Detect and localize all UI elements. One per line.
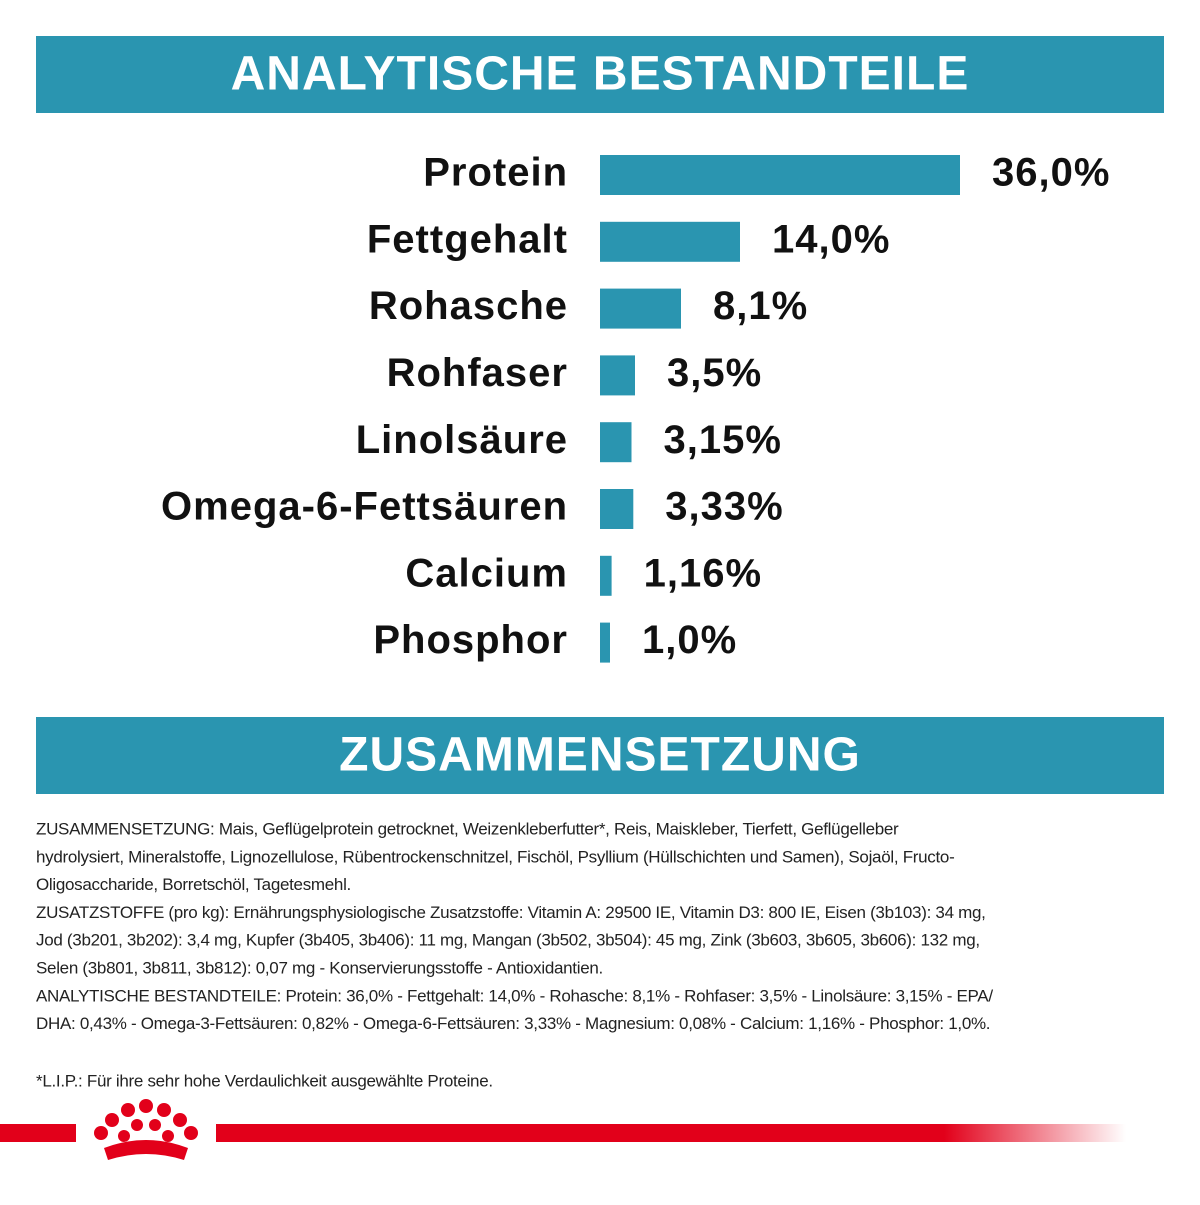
value-label: 3,15% — [664, 418, 782, 462]
header-bar — [36, 36, 1164, 113]
text-line: ANALYTISCHE BESTANDTEILE: Protein: 36,0%… — [36, 986, 993, 1005]
bar — [600, 221, 740, 262]
value-label: 3,33% — [665, 485, 783, 529]
category-label: Phosphor — [373, 618, 568, 662]
footnote: *L.I.P.: Für ihre sehr hohe Verdaulichke… — [36, 1071, 493, 1090]
value-label: 1,16% — [644, 551, 762, 595]
bar — [600, 555, 612, 596]
bar — [600, 155, 960, 195]
category-label: Omega-6-Fettsäuren — [161, 485, 568, 529]
text-line: ZUSATZSTOFFE (pro kg): Ernährungsphysiol… — [36, 903, 986, 922]
bar — [600, 288, 681, 329]
value-label: 14,0% — [772, 217, 890, 261]
bar — [600, 489, 634, 529]
category-label: Calcium — [405, 551, 568, 595]
text-line: ZUSAMMENSETZUNG: Mais, Geflügelprotein g… — [36, 819, 899, 838]
text-line: Oligosaccharide, Borretschöl, Tagetesmeh… — [36, 875, 351, 894]
section-title: ZUSAMMENSETZUNG — [339, 729, 861, 782]
bar — [600, 422, 632, 463]
text-line: Selen (3b801, 3b811, 3b812): 0,07 mg - K… — [36, 958, 603, 977]
category-label: Linolsäure — [356, 418, 568, 462]
brand-line — [0, 1124, 76, 1142]
chart-title: ANALYTISCHE BESTANDTEILE — [231, 48, 970, 101]
text-line: DHA: 0,43% - Omega-3-Fettsäuren: 0,82% -… — [36, 1014, 990, 1033]
text-line: hydrolysiert, Mineralstoffe, Lignozellul… — [36, 847, 954, 866]
category-label: Protein — [423, 151, 568, 195]
value-label: 3,5% — [667, 351, 762, 395]
brand-line — [216, 1124, 1126, 1142]
value-label: 36,0% — [992, 151, 1110, 195]
category-label: Rohfaser — [387, 351, 568, 395]
category-label: Rohasche — [369, 284, 568, 328]
category-label: Fettgehalt — [367, 217, 568, 261]
value-label: 1,0% — [642, 618, 737, 662]
text-line: Jod (3b201, 3b202): 3,4 mg, Kupfer (3b40… — [36, 931, 980, 950]
bar — [600, 355, 635, 396]
bar — [600, 622, 610, 663]
logo — [94, 1099, 198, 1160]
header-bar — [36, 717, 1164, 794]
value-label: 8,1% — [713, 284, 808, 328]
